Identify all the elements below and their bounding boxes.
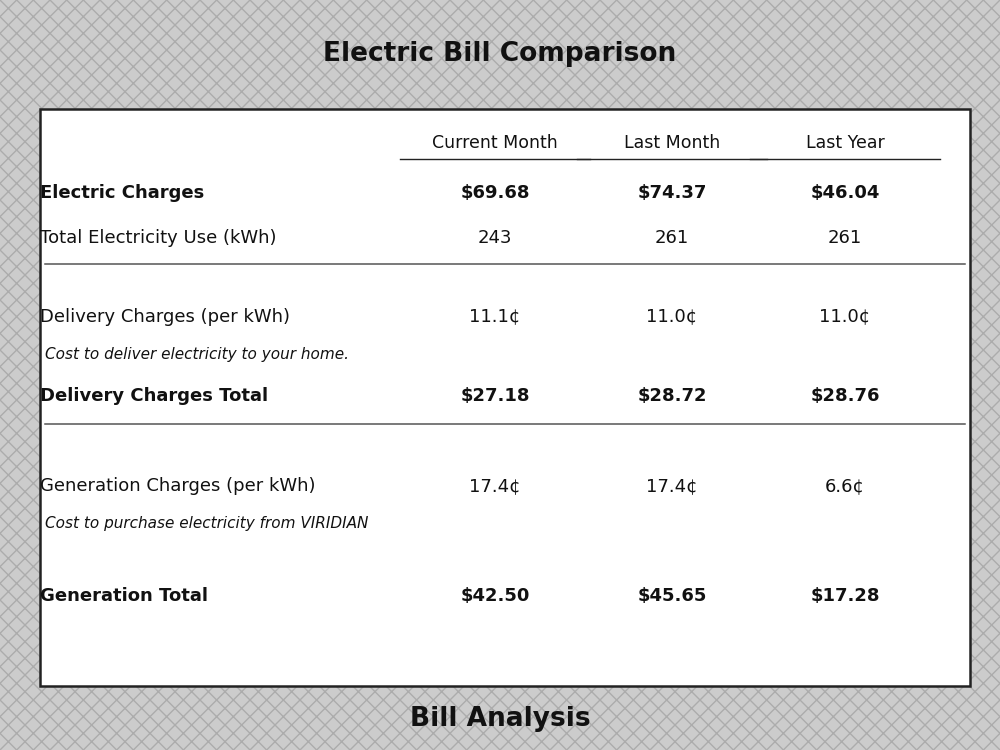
- Text: Electric Bill Comparison: Electric Bill Comparison: [323, 41, 677, 67]
- Text: 6.6¢: 6.6¢: [825, 477, 865, 495]
- Text: Total Electricity Use (kWh): Total Electricity Use (kWh): [40, 230, 276, 248]
- Text: Last Month: Last Month: [624, 134, 720, 152]
- Text: $74.37: $74.37: [637, 184, 707, 202]
- Text: $27.18: $27.18: [460, 387, 530, 405]
- Text: Generation Charges (per kWh): Generation Charges (per kWh): [40, 477, 316, 495]
- Bar: [40, 109, 970, 686]
- Text: $28.72: $28.72: [637, 387, 707, 405]
- Text: Delivery Charges Total: Delivery Charges Total: [40, 387, 268, 405]
- Text: 17.4¢: 17.4¢: [646, 477, 698, 495]
- Text: $46.04: $46.04: [810, 184, 880, 202]
- Text: $17.28: $17.28: [810, 587, 880, 605]
- Text: Bill Analysis: Bill Analysis: [410, 706, 590, 731]
- Text: Cost to purchase electricity from VIRIDIAN: Cost to purchase electricity from VIRIDI…: [45, 516, 368, 531]
- Text: 17.4¢: 17.4¢: [469, 477, 521, 495]
- Text: Current Month: Current Month: [432, 134, 558, 152]
- Text: 261: 261: [828, 230, 862, 248]
- Text: 243: 243: [478, 230, 512, 248]
- Text: Delivery Charges (per kWh): Delivery Charges (per kWh): [40, 308, 290, 326]
- Text: $69.68: $69.68: [460, 184, 530, 202]
- Text: Generation Total: Generation Total: [40, 587, 208, 605]
- Text: $28.76: $28.76: [810, 387, 880, 405]
- Text: 11.1¢: 11.1¢: [469, 308, 521, 326]
- Text: Last Year: Last Year: [806, 134, 884, 152]
- Text: 11.0¢: 11.0¢: [819, 308, 871, 326]
- Text: Cost to deliver electricity to your home.: Cost to deliver electricity to your home…: [45, 346, 349, 362]
- Text: Electric Charges: Electric Charges: [40, 184, 204, 202]
- Text: 261: 261: [655, 230, 689, 248]
- Text: $45.65: $45.65: [637, 587, 707, 605]
- Text: 11.0¢: 11.0¢: [646, 308, 698, 326]
- Text: $42.50: $42.50: [460, 587, 530, 605]
